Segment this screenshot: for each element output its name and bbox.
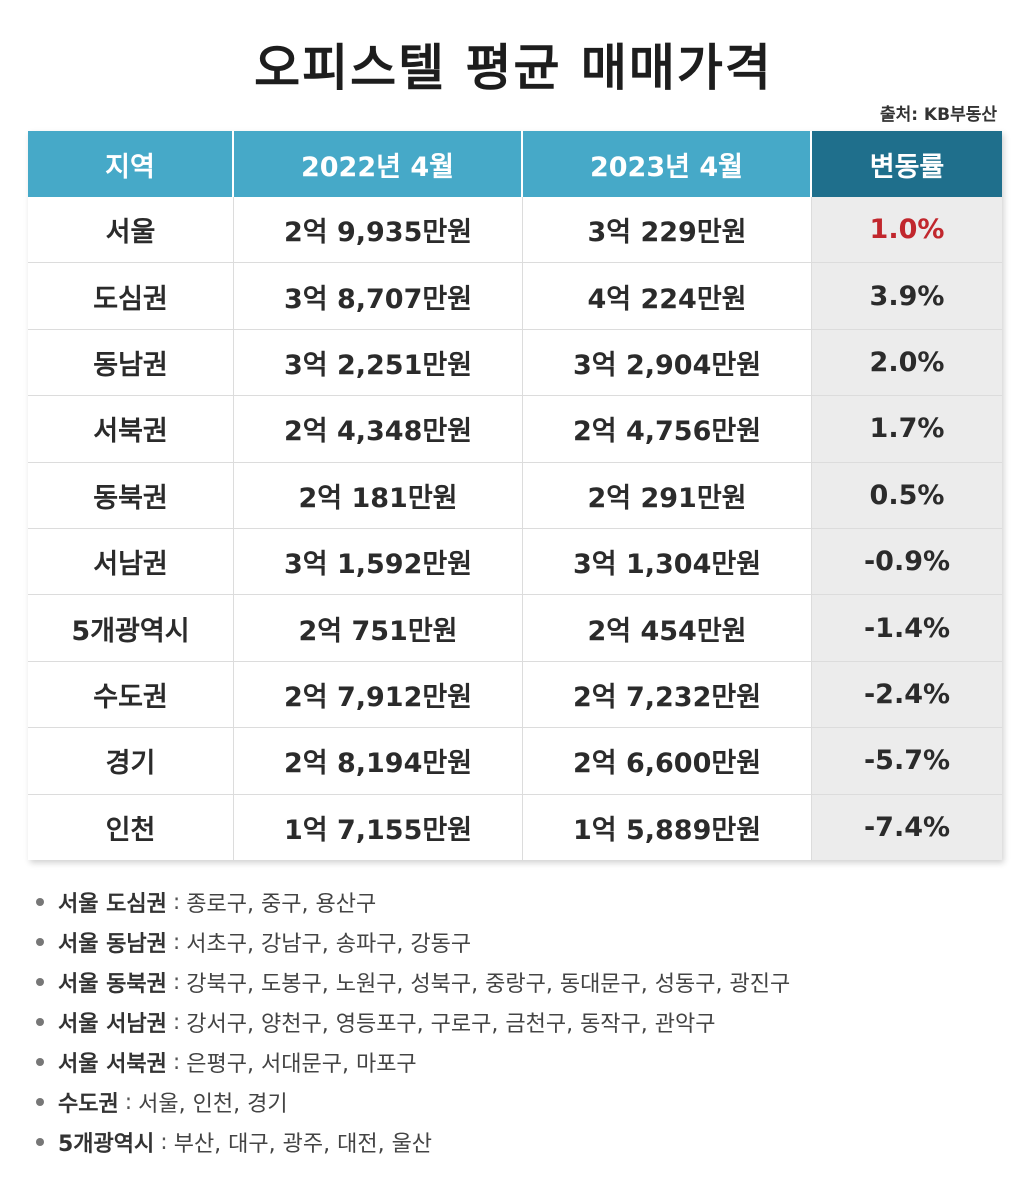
region-cell: 인천 [28, 794, 234, 860]
change-rate-cell: 0.5% [812, 462, 1002, 528]
header-2023: 2023년 4월 [523, 131, 812, 197]
change-rate-cell: -0.9% [812, 528, 1002, 595]
table-row: 수도권 2억 7,912만원 2억 7,232만원 -2.4% [28, 661, 1002, 729]
note-text: 강북구, 도봉구, 노원구, 성북구, 중랑구, 동대문구, 성동구, 광진구 [186, 972, 791, 997]
note-item: 서울 서남권: 강서구, 양천구, 영등포구, 구로구, 금천구, 동작구, 관악… [36, 1002, 996, 1042]
bullet-icon [36, 1138, 44, 1146]
note-label: 서울 동남권 [58, 932, 167, 957]
price-table: 지역 2022년 4월 2023년 4월 변동률 서울 2억 9,935만원 3억 … [28, 131, 1002, 860]
table-row: 도심권 3억 8,707만원 4억 224만원 3.9% [28, 263, 1002, 330]
table-row: 서남권 3억 1,592만원 3억 1,304만원 -0.9% [28, 528, 1002, 596]
region-cell: 동북권 [28, 462, 234, 528]
change-rate-cell: 2.0% [812, 329, 1002, 396]
price-2023-cell: 3억 2,904만원 [523, 329, 812, 396]
table-row: 서울 2억 9,935만원 3억 229만원 1.0% [28, 197, 1002, 264]
notes-list: 서울 도심권: 종로구, 중구, 용산구 서울 동남권: 서초구, 강남구, 송파구,… [36, 882, 996, 1162]
note-separator: : [160, 1129, 168, 1155]
change-rate-cell: 3.9% [812, 263, 1002, 329]
note-separator: : [172, 969, 181, 995]
region-cell: 수도권 [28, 661, 234, 728]
note-text: 서초구, 강남구, 송파구, 강동구 [186, 932, 472, 957]
bullet-icon [36, 938, 44, 946]
change-rate-cell: -5.7% [812, 728, 1002, 794]
bullet-icon [36, 898, 44, 906]
note-label: 서울 서남권 [58, 1012, 167, 1037]
table-row: 동북권 2억 181만원 2억 291만원 0.5% [28, 462, 1002, 529]
price-2023-cell: 2억 7,232만원 [523, 661, 812, 728]
header-change: 변동률 [812, 131, 1002, 197]
change-rate-cell: -7.4% [812, 794, 1002, 860]
source-label: 출처: KB부동산 [879, 105, 997, 125]
region-cell: 동남권 [28, 329, 234, 396]
note-separator: : [124, 1089, 133, 1115]
bullet-icon [36, 1058, 44, 1066]
price-2023-cell: 2억 4,756만원 [523, 396, 812, 462]
price-2022-cell: 2억 8,194만원 [234, 728, 523, 794]
note-item: 수도권: 서울, 인천, 경기 [36, 1082, 996, 1122]
bullet-icon [36, 1018, 44, 1026]
region-cell: 도심권 [28, 263, 234, 329]
price-2022-cell: 2억 9,935만원 [234, 197, 523, 263]
change-rate-cell: -1.4% [812, 595, 1002, 661]
price-2023-cell: 3억 1,304만원 [523, 528, 812, 595]
header-2022: 2022년 4월 [234, 131, 523, 197]
bullet-icon [36, 978, 44, 986]
note-text: 서울, 인천, 경기 [138, 1092, 288, 1117]
table-row: 동남권 3억 2,251만원 3억 2,904만원 2.0% [28, 329, 1002, 397]
price-2023-cell: 4억 224만원 [523, 263, 812, 329]
price-2023-cell: 2억 6,600만원 [523, 728, 812, 794]
note-item: 서울 서북권: 은평구, 서대문구, 마포구 [36, 1042, 996, 1082]
note-label: 서울 도심권 [58, 892, 167, 917]
change-rate-cell: -2.4% [812, 661, 1002, 728]
note-text: 은평구, 서대문구, 마포구 [186, 1052, 417, 1077]
note-item: 서울 도심권: 종로구, 중구, 용산구 [36, 882, 996, 922]
note-label: 서울 동북권 [58, 972, 167, 997]
note-item: 서울 동남권: 서초구, 강남구, 송파구, 강동구 [36, 922, 996, 962]
price-2022-cell: 2억 181만원 [234, 462, 523, 528]
page-title: 오피스텔 평균 매매가격 [254, 39, 773, 97]
table-row: 서북권 2억 4,348만원 2억 4,756만원 1.7% [28, 396, 1002, 463]
price-2022-cell: 3억 2,251만원 [234, 329, 523, 396]
bullet-icon [36, 1098, 44, 1106]
note-separator: : [172, 889, 181, 915]
header-region: 지역 [28, 131, 234, 197]
note-text: 강서구, 양천구, 영등포구, 구로구, 금천구, 동작구, 관악구 [186, 1012, 716, 1037]
price-2022-cell: 2억 751만원 [234, 595, 523, 661]
table-row: 경기 2억 8,194만원 2억 6,600만원 -5.7% [28, 728, 1002, 795]
region-cell: 서북권 [28, 396, 234, 462]
note-separator: : [172, 1049, 181, 1075]
region-cell: 서울 [28, 197, 234, 263]
note-label: 서울 서북권 [58, 1052, 167, 1077]
region-cell: 경기 [28, 728, 234, 794]
price-2023-cell: 2억 454만원 [523, 595, 812, 661]
table-row: 인천 1억 7,155만원 1억 5,889만원 -7.4% [28, 794, 1002, 860]
table-header-row: 지역 2022년 4월 2023년 4월 변동률 [28, 131, 1002, 197]
price-2022-cell: 2억 4,348만원 [234, 396, 523, 462]
price-2023-cell: 1억 5,889만원 [523, 794, 812, 860]
price-2022-cell: 3억 1,592만원 [234, 528, 523, 595]
note-text: 부산, 대구, 광주, 대전, 울산 [173, 1132, 433, 1157]
region-cell: 서남권 [28, 528, 234, 595]
note-item: 서울 동북권: 강북구, 도봉구, 노원구, 성북구, 중랑구, 동대문구, 성동… [36, 962, 996, 1002]
note-label: 수도권 [58, 1092, 119, 1117]
change-rate-cell: 1.0% [812, 197, 1002, 263]
note-label: 5개광역시 [58, 1132, 155, 1157]
price-2022-cell: 1억 7,155만원 [234, 794, 523, 860]
table-body: 서울 2억 9,935만원 3억 229만원 1.0% 도심권 3억 8,707만원 4억 … [28, 197, 1002, 860]
price-2022-cell: 3억 8,707만원 [234, 263, 523, 329]
note-text: 종로구, 중구, 용산구 [186, 892, 377, 917]
price-2023-cell: 3억 229만원 [523, 197, 812, 263]
note-separator: : [172, 929, 181, 955]
price-2023-cell: 2억 291만원 [523, 462, 812, 528]
region-cell: 5개광역시 [28, 595, 234, 661]
price-2022-cell: 2억 7,912만원 [234, 661, 523, 728]
table-row: 5개광역시 2억 751만원 2억 454만원 -1.4% [28, 595, 1002, 662]
note-item: 5개광역시: 부산, 대구, 광주, 대전, 울산 [36, 1122, 996, 1162]
change-rate-cell: 1.7% [812, 396, 1002, 462]
note-separator: : [172, 1009, 181, 1035]
